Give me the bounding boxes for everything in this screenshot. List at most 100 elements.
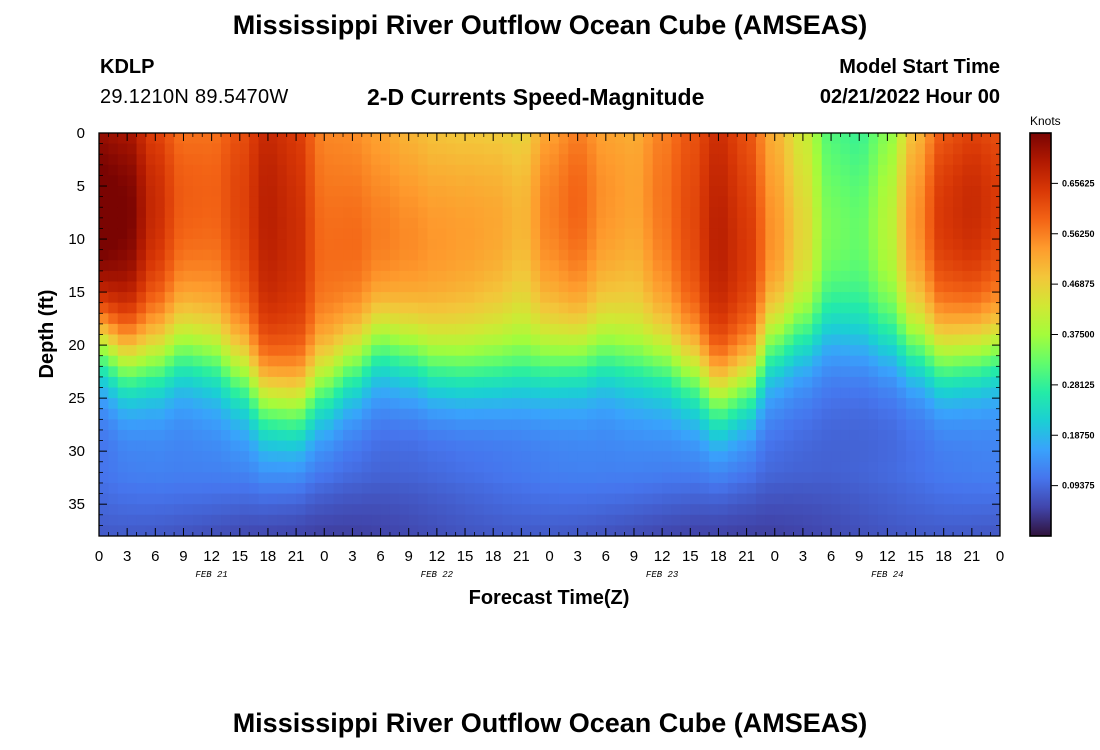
heatmap-cell [737,472,748,484]
heatmap-cell [305,281,316,293]
heatmap-cell [540,292,551,304]
heatmap-cell [755,143,766,155]
heatmap-cell [755,249,766,261]
heatmap-cell [530,260,541,272]
heatmap-cell [680,451,691,463]
heatmap-cell [690,398,701,410]
heatmap-cell [868,270,879,283]
heatmap-cell [934,281,945,293]
heatmap-cell [483,493,494,505]
heatmap-cell [746,270,757,283]
heatmap-cell [530,376,541,389]
heatmap-cell [108,207,119,219]
heatmap-cell [436,387,447,399]
heatmap-cell [943,514,954,526]
heatmap-cell [831,143,842,155]
heatmap-cell [502,440,513,452]
heatmap-cell [286,461,297,473]
heatmap-cell [840,260,851,272]
heatmap-cell [971,504,982,516]
heatmap-cell [399,451,410,463]
heatmap-cell [906,355,917,367]
heatmap-cell [530,345,541,357]
heatmap-cell [680,186,691,198]
heatmap-cell [624,355,635,367]
heatmap-cell [868,143,879,155]
heatmap-cell [127,472,138,484]
heatmap-cell [418,323,429,336]
heatmap-cell [249,440,260,452]
heatmap-cell [774,133,785,145]
heatmap-cell [549,408,560,420]
heatmap-cell [221,281,231,293]
heatmap-cell [859,366,870,378]
heatmap-cell [774,313,785,325]
heatmap-cell [662,440,673,452]
heatmap-cell [953,249,964,261]
heatmap-cell [371,493,382,505]
heatmap-cell [990,281,1000,293]
heatmap-cell [549,249,560,261]
heatmap-cell [624,260,635,272]
heatmap-cell [183,186,194,198]
heatmap-cell [727,239,738,251]
heatmap-cell [455,175,466,187]
heatmap-cell [211,355,222,367]
heatmap-cell [558,281,569,293]
heatmap-cell [906,292,917,304]
heatmap-cell [652,472,663,484]
heatmap-cell [990,154,1000,166]
heatmap-cell [408,217,419,230]
heatmap-cell [906,207,917,219]
heatmap-cell [493,281,504,293]
heatmap-cell [183,334,194,346]
heatmap-cell [361,429,372,442]
heatmap-cell [849,281,860,293]
heatmap-cell [596,281,607,293]
heatmap-cell [446,514,457,526]
heatmap-cell [221,164,231,177]
heatmap-cell [446,472,457,484]
heatmap-cell [117,514,128,526]
heatmap-cell [221,175,231,187]
heatmap-cell [784,472,795,484]
heatmap-cell [389,440,400,452]
heatmap-cell [906,366,917,378]
heatmap-cell [887,143,898,155]
heatmap-cell [784,281,795,293]
heatmap-cell [249,323,260,336]
heatmap-cell [399,472,410,484]
heatmap-cell [596,408,607,420]
heatmap-cell [924,207,935,219]
heatmap-cell [727,313,738,325]
heatmap-cell [924,366,935,378]
heatmap-cell [155,292,166,304]
heatmap-cell [474,302,485,314]
heatmap-cell [540,186,551,198]
heatmap-cell [446,270,457,283]
heatmap-cell [624,143,635,155]
heatmap-cell [793,408,804,420]
heatmap-cell [840,429,851,442]
heatmap-cell [558,249,569,261]
heatmap-cell [887,249,898,261]
heatmap-cell [155,472,166,484]
heatmap-cell [117,313,128,325]
heatmap-cell [305,387,316,399]
heatmap-cell [314,302,325,314]
heatmap-cell [802,313,813,325]
heatmap-cell [671,345,682,357]
heatmap-cell [511,270,522,283]
heatmap-cell [108,440,119,452]
heatmap-cell [652,143,663,155]
heatmap-cell [380,249,391,261]
heatmap-cell [117,207,128,219]
heatmap-cell [99,408,109,420]
heatmap-cell [596,154,607,166]
heatmap-cell [99,472,109,484]
heatmap-cell [418,419,429,431]
heatmap-cell [962,366,973,378]
heatmap-cell [755,313,766,325]
heatmap-cell [652,355,663,367]
heatmap-cell [568,217,579,230]
